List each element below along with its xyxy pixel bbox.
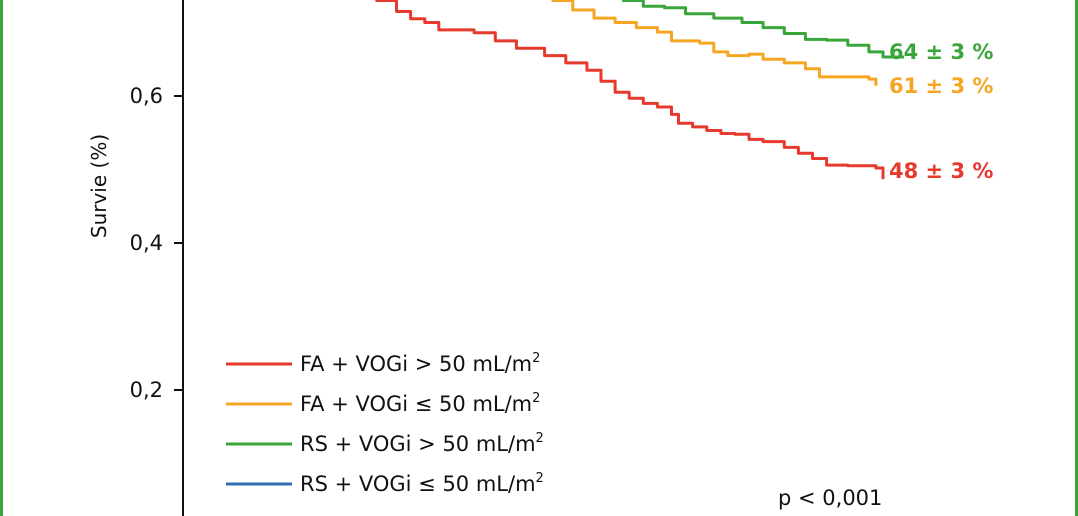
series-line-3 — [622, 0, 905, 59]
y-tick-label: 0,4 — [130, 231, 163, 255]
series-line-2 — [551, 0, 878, 86]
legend-label-1: FA + VOGi > 50 mL/m2 — [300, 351, 540, 376]
series-line-1 — [375, 0, 885, 180]
series-end-label-1: 48 ± 3 % — [889, 159, 993, 183]
legend-label-2: FA + VOGi ≤ 50 mL/m2 — [300, 391, 540, 416]
series-end-label-2: 61 ± 3 % — [889, 74, 993, 98]
y-tick-label: 0,6 — [130, 84, 163, 108]
p-value-annotation: p < 0,001 — [778, 486, 882, 510]
series-end-label-3: 64 ± 3 % — [889, 40, 993, 64]
y-axis-label: Survie (%) — [87, 134, 111, 238]
legend-label-3: RS + VOGi > 50 mL/m2 — [300, 431, 544, 456]
legend-label-4: RS + VOGi ≤ 50 mL/m2 — [300, 471, 544, 496]
y-tick-label: 0,2 — [130, 378, 163, 402]
